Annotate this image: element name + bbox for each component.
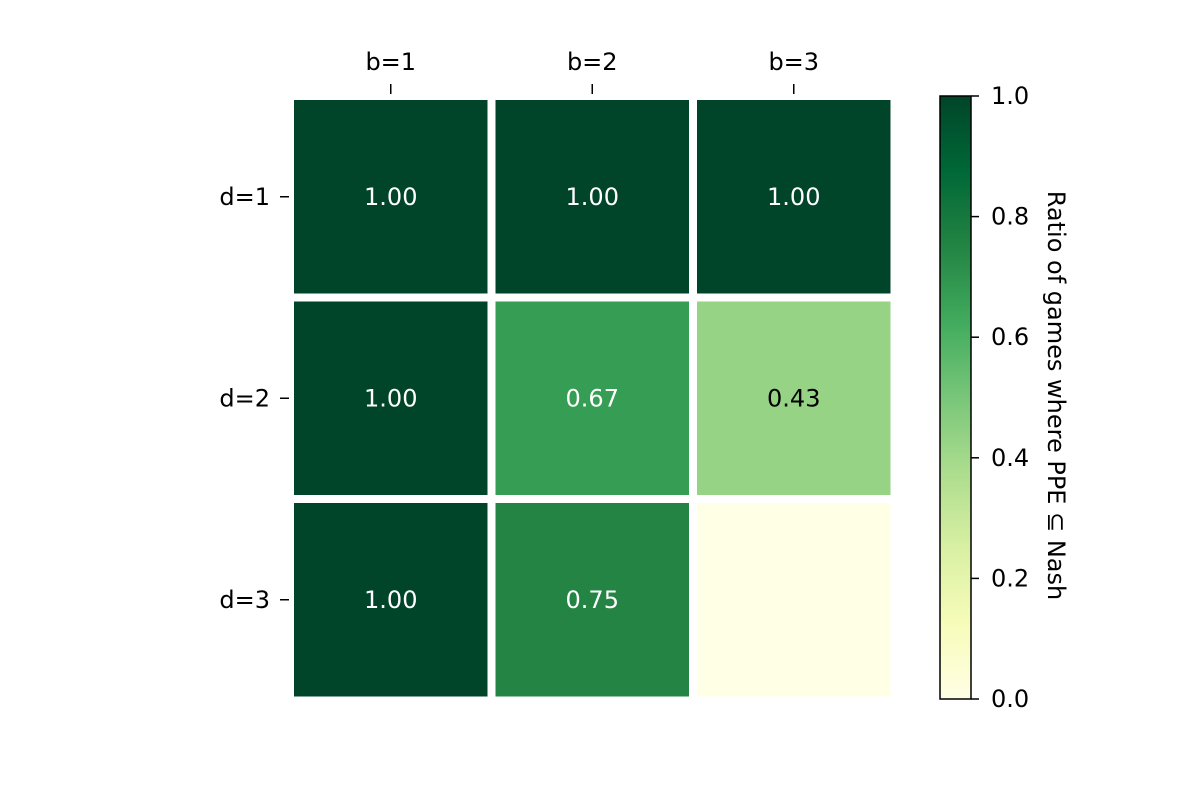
x-tick-label: b=2 [567, 48, 618, 76]
heatmap-cell [294, 301, 488, 495]
cell-value-label: 1.00 [767, 183, 820, 211]
cell-value-label: 0.75 [566, 586, 619, 614]
cell-value-label: 0.67 [566, 384, 619, 412]
y-tick-label: d=3 [219, 586, 270, 614]
heatmap-cell [697, 301, 891, 495]
x-axis: b=1 b=2 b=3 [365, 48, 819, 94]
y-axis: d=1 d=2 d=3 [219, 183, 289, 614]
colorbar-tick-label: 0.6 [991, 323, 1029, 351]
cell-value-label: 1.00 [566, 183, 619, 211]
cell-value-label: 1.00 [364, 586, 417, 614]
colorbar-tick-label: 1.0 [991, 82, 1029, 110]
heatmap-cell [697, 100, 891, 294]
cell-value-label: 1.00 [364, 183, 417, 211]
colorbar-label: Ratio of games where PPE ⊆ Nash [1042, 191, 1070, 600]
colorbar-tick-label: 0.2 [991, 564, 1029, 592]
x-tick-label: b=3 [768, 48, 819, 76]
cell-value-label: 0.43 [767, 384, 820, 412]
y-tick-label: d=2 [219, 384, 270, 412]
colorbar-tick-label: 0.8 [991, 203, 1029, 231]
heatmap-cell [495, 100, 689, 294]
heatmap-cell [697, 503, 891, 697]
colorbar: 0.0 0.2 0.4 0.6 0.8 1.0 Ratio of games where … [939, 82, 1070, 713]
heatmap-cell [294, 503, 488, 697]
heatmap-cell [294, 100, 488, 294]
heatmap-cell [495, 503, 689, 697]
cell-value-label: 1.00 [364, 384, 417, 412]
heatmap-cell [495, 301, 689, 495]
colorbar-ticks: 0.0 0.2 0.4 0.6 0.8 1.0 [971, 82, 1029, 713]
heatmap-cells: 1.00 1.00 1.00 1.00 0.67 0.43 1.00 0.75 [294, 100, 891, 697]
colorbar-tick-label: 0.4 [991, 444, 1029, 472]
x-tick-label: b=1 [365, 48, 416, 76]
y-tick-label: d=1 [219, 183, 270, 211]
colorbar-tick-label: 0.0 [991, 685, 1029, 713]
colorbar-gradient [939, 95, 972, 700]
